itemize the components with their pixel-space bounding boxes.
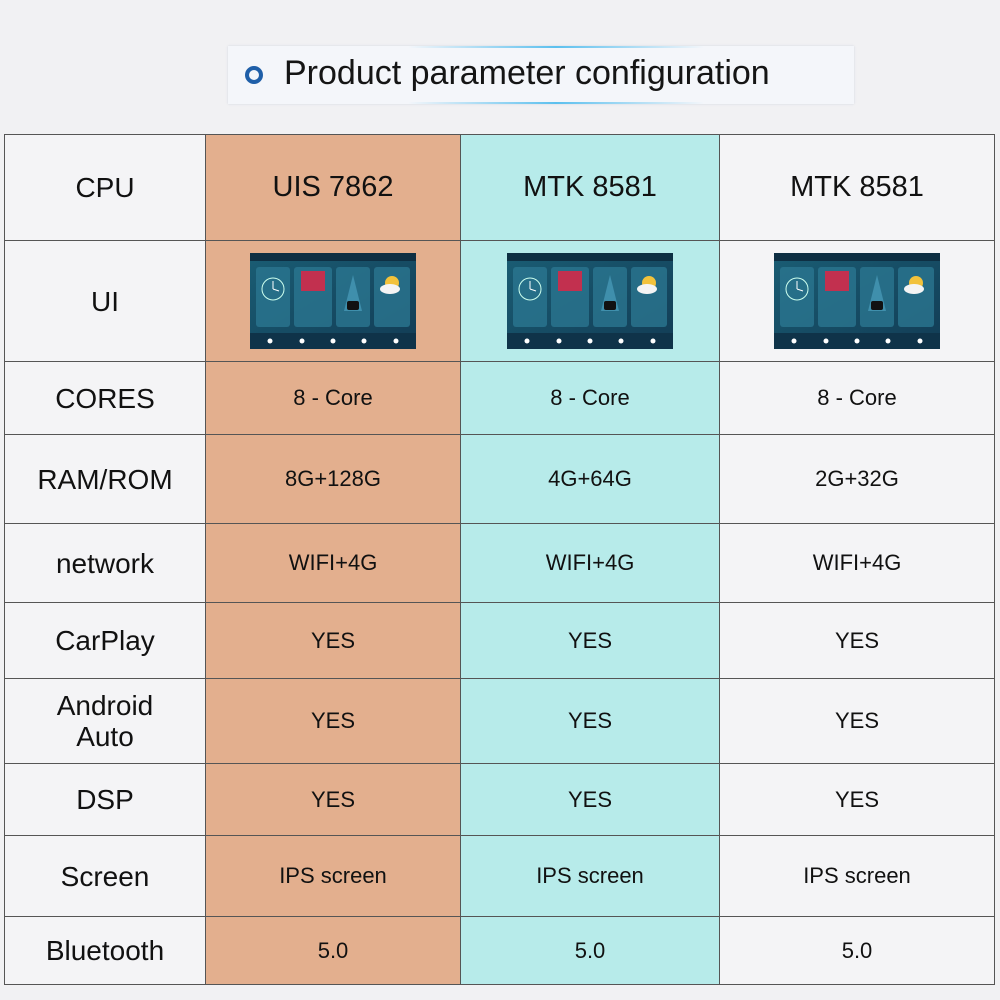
bullet-circle-icon [245, 66, 263, 84]
cell-dsp-1: YES [205, 763, 461, 836]
row-label-line: Android [56, 690, 154, 721]
cell-network-1: WIFI+4G [205, 523, 461, 603]
cell-screen-3: IPS screen [719, 835, 995, 917]
row-label-screen: Screen [4, 835, 206, 917]
cell-cpu-2: MTK 8581 [460, 134, 720, 241]
cell-android-auto-2: YES [460, 678, 720, 764]
cell-android-auto-1: YES [205, 678, 461, 764]
ui-screenshot-thumbnail [774, 253, 940, 349]
table-row-cpu: CPU UIS 7862 MTK 8581 MTK 8581 [4, 134, 995, 241]
cell-android-auto-3: YES [719, 678, 995, 764]
table-row-ram-rom: RAM/ROM 8G+128G 4G+64G 2G+32G [4, 434, 995, 524]
weather-widget-icon [631, 267, 667, 327]
ui-screenshot-thumbnail [250, 253, 416, 349]
weather-widget-icon [898, 267, 934, 327]
cell-ui-1 [205, 240, 461, 362]
cell-carplay-2: YES [460, 602, 720, 679]
table-row-ui: UI [4, 240, 995, 362]
table-row-android-auto: Android Auto YES YES YES [4, 678, 995, 764]
table-row-dsp: DSP YES YES YES [4, 763, 995, 836]
weather-widget-icon [374, 267, 410, 327]
table-row-cores: CORES 8 - Core 8 - Core 8 - Core [4, 361, 995, 435]
header-bottom-line [408, 102, 704, 104]
cell-carplay-3: YES [719, 602, 995, 679]
row-label-cores: CORES [4, 361, 206, 435]
cell-carplay-1: YES [205, 602, 461, 679]
cell-network-2: WIFI+4G [460, 523, 720, 603]
cell-cpu-3: MTK 8581 [719, 134, 995, 241]
cell-bluetooth-2: 5.0 [460, 916, 720, 985]
row-label-cpu: CPU [4, 134, 206, 241]
table-row-carplay: CarPlay YES YES YES [4, 602, 995, 679]
cell-cores-1: 8 - Core [205, 361, 461, 435]
table-row-network: network WIFI+4G WIFI+4G WIFI+4G [4, 523, 995, 603]
row-label-network: network [4, 523, 206, 603]
row-label-dsp: DSP [4, 763, 206, 836]
clock-widget-icon [256, 267, 290, 327]
cell-ram-rom-3: 2G+32G [719, 434, 995, 524]
cell-dsp-2: YES [460, 763, 720, 836]
page-title: Product parameter configuration [284, 54, 770, 92]
header-top-line [408, 46, 704, 48]
row-label-android-auto: Android Auto [4, 678, 206, 764]
cell-bluetooth-1: 5.0 [205, 916, 461, 985]
cell-network-3: WIFI+4G [719, 523, 995, 603]
table-row-bluetooth: Bluetooth 5.0 5.0 5.0 [4, 916, 995, 985]
ui-screenshot-thumbnail [507, 253, 673, 349]
row-label-bluetooth: Bluetooth [4, 916, 206, 985]
clock-widget-icon [513, 267, 547, 327]
cell-cpu-1: UIS 7862 [205, 134, 461, 241]
row-label-ram-rom: RAM/ROM [4, 434, 206, 524]
cell-cores-3: 8 - Core [719, 361, 995, 435]
cell-ui-2 [460, 240, 720, 362]
cell-screen-2: IPS screen [460, 835, 720, 917]
cell-ram-rom-2: 4G+64G [460, 434, 720, 524]
cell-cores-2: 8 - Core [460, 361, 720, 435]
cell-dsp-3: YES [719, 763, 995, 836]
cell-ui-3 [719, 240, 995, 362]
row-label-carplay: CarPlay [4, 602, 206, 679]
clock-widget-icon [780, 267, 814, 327]
row-label-ui: UI [4, 240, 206, 362]
cell-bluetooth-3: 5.0 [719, 916, 995, 985]
spec-table: CPU UIS 7862 MTK 8581 MTK 8581 UI [4, 134, 995, 985]
table-row-screen: Screen IPS screen IPS screen IPS screen [4, 835, 995, 917]
section-header: Product parameter configuration [228, 46, 854, 104]
cell-ram-rom-1: 8G+128G [205, 434, 461, 524]
cell-screen-1: IPS screen [205, 835, 461, 917]
row-label-line: Auto [76, 721, 134, 752]
